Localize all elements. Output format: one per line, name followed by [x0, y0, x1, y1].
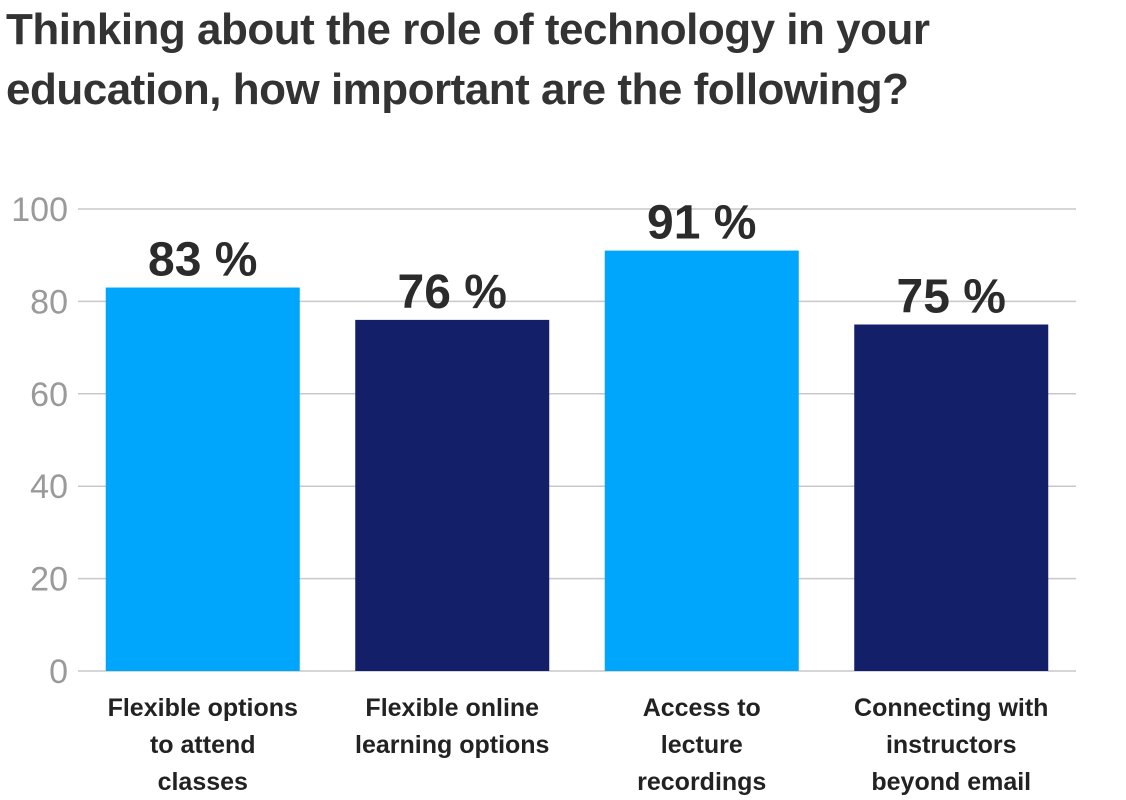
y-tick-label: 60 [30, 376, 68, 414]
category-label-line: lecture [661, 731, 743, 759]
y-tick-label: 20 [30, 561, 68, 599]
category-label-line: Flexible options [108, 694, 298, 722]
category-label-line: to attend [150, 731, 256, 759]
y-tick-label: 40 [30, 468, 68, 506]
y-axis-ticks: 0 20 40 60 80 100 [11, 191, 68, 691]
category-label: Access to lecture recordings [637, 694, 766, 796]
category-labels: Flexible options to attend classesFlexible… [108, 694, 1049, 796]
bar [854, 324, 1049, 671]
value-labels: 83 % 76 % 91 % 75 % [148, 197, 1006, 324]
y-tick-label: 0 [49, 653, 68, 691]
bar [604, 250, 799, 671]
value-label: 83 % [148, 234, 257, 287]
bar [105, 287, 300, 671]
bar [355, 319, 550, 671]
category-label-line: Connecting with [854, 694, 1048, 722]
category-label-line: Access to [643, 694, 761, 722]
category-label-line: beyond email [871, 768, 1031, 796]
category-label: Flexible online learning options [355, 694, 549, 759]
chart-title: Thinking about the role of technology in… [6, 5, 930, 114]
category-label-line: learning options [355, 731, 549, 759]
y-tick-label: 100 [11, 191, 68, 229]
category-label-line: classes [158, 768, 248, 796]
category-label-line: instructors [886, 731, 1017, 759]
value-label: 75 % [897, 271, 1006, 324]
value-label: 91 % [647, 197, 756, 250]
category-label-line: recordings [637, 768, 766, 796]
y-tick-label: 80 [30, 283, 68, 321]
value-label: 76 % [398, 266, 507, 319]
bars [105, 250, 1049, 671]
category-label-line: Flexible online [365, 694, 539, 722]
category-label: Flexible options to attend classes [108, 694, 298, 796]
category-label: Connecting with instructors beyond email [854, 694, 1048, 796]
